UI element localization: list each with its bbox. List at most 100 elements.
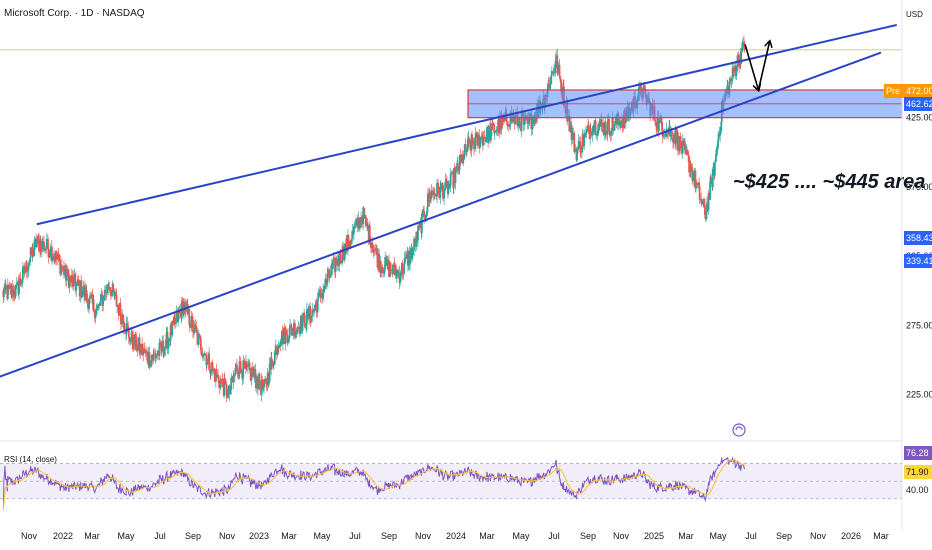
- time-tick-label: Sep: [580, 531, 596, 541]
- candle: [278, 342, 281, 349]
- candle: [59, 255, 62, 277]
- candle: [224, 378, 227, 385]
- trendlines: [0, 23, 897, 378]
- candle: [732, 63, 735, 76]
- price-badge-box: [904, 84, 932, 98]
- candle: [147, 346, 150, 369]
- candle: [263, 379, 265, 394]
- candle: [447, 179, 450, 196]
- candle: [209, 368, 212, 380]
- candle: [414, 237, 417, 243]
- candle: [106, 284, 108, 297]
- candle: [283, 323, 286, 345]
- candle: [420, 211, 423, 238]
- candle: [353, 220, 356, 232]
- candle: [73, 268, 76, 280]
- candle: [272, 360, 275, 371]
- candle: [143, 342, 146, 354]
- candle: [684, 141, 687, 155]
- candle: [338, 250, 341, 272]
- candle: [490, 123, 492, 142]
- price-badge-tag-label: Pre: [886, 86, 900, 96]
- candle: [436, 179, 438, 204]
- candle: [304, 322, 307, 330]
- candle: [340, 256, 342, 264]
- rsi-badge-value: 76.28: [906, 448, 929, 458]
- candle: [719, 127, 722, 143]
- candle: [491, 118, 494, 131]
- event-icon[interactable]: [732, 423, 746, 437]
- candle: [83, 285, 86, 300]
- time-tick-label: 2023: [249, 531, 269, 541]
- candle: [553, 64, 555, 76]
- candle: [284, 325, 287, 351]
- candle: [549, 77, 552, 91]
- candle: [517, 116, 520, 132]
- candle: [49, 243, 52, 261]
- candle: [57, 248, 60, 263]
- candle: [286, 328, 289, 347]
- candle: [453, 163, 456, 186]
- candle: [680, 141, 683, 155]
- candle: [14, 284, 17, 300]
- candle: [366, 218, 369, 232]
- candle: [12, 284, 15, 301]
- candle: [495, 126, 498, 136]
- candles: [2, 35, 746, 403]
- rsi-badge-box: [904, 465, 932, 479]
- candle: [331, 258, 334, 276]
- candle: [430, 184, 433, 200]
- candle: [78, 280, 81, 301]
- candle: [713, 160, 716, 179]
- candle: [613, 125, 616, 132]
- candle: [657, 119, 660, 133]
- candle: [63, 260, 65, 279]
- candle: [599, 119, 601, 130]
- candle: [610, 128, 613, 141]
- time-tick-label: Sep: [381, 531, 397, 541]
- candle: [717, 140, 719, 152]
- candle: [242, 355, 245, 384]
- candle: [235, 362, 237, 370]
- candle: [355, 217, 357, 228]
- candle: [663, 128, 666, 139]
- candle: [497, 116, 500, 136]
- candle: [217, 375, 220, 388]
- candle: [170, 321, 173, 338]
- candle: [443, 182, 446, 196]
- candle: [236, 369, 239, 379]
- candle: [137, 336, 140, 346]
- candle: [655, 125, 658, 135]
- candle: [405, 250, 408, 260]
- candle: [110, 287, 112, 301]
- candle: [149, 362, 151, 368]
- candle: [181, 296, 184, 306]
- candle: [319, 286, 322, 303]
- candle: [98, 302, 101, 310]
- time-axis[interactable]: Nov 2022 Mar May Jul Sep Nov 2023 Mar May Jul Sep No…: [21, 531, 889, 541]
- candle: [720, 120, 723, 134]
- candle: [47, 243, 50, 264]
- candle: [27, 265, 30, 278]
- candle: [397, 270, 400, 279]
- candle: [212, 366, 214, 375]
- candle: [388, 254, 390, 278]
- candle: [465, 144, 468, 156]
- candle: [91, 288, 94, 311]
- candle: [249, 367, 252, 382]
- candle: [717, 131, 720, 142]
- candle: [68, 273, 71, 294]
- candle: [487, 124, 490, 144]
- candle: [23, 263, 26, 278]
- price-badge-tag: [884, 84, 906, 98]
- candle: [254, 373, 257, 392]
- candle: [702, 197, 705, 208]
- candle: [395, 269, 398, 283]
- candle: [334, 261, 337, 278]
- candle: [594, 117, 597, 136]
- candle: [697, 181, 699, 189]
- candle: [88, 295, 91, 310]
- candle: [146, 348, 149, 362]
- candle: [227, 385, 230, 391]
